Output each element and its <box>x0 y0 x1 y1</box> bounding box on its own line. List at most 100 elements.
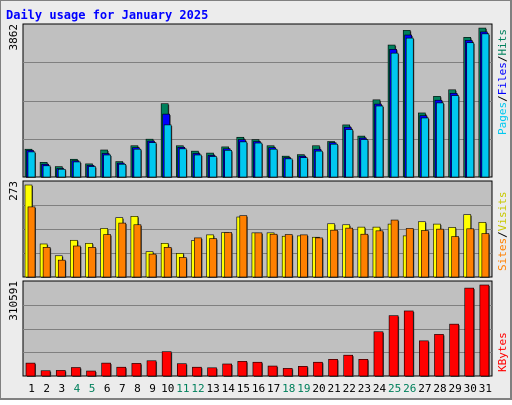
pages-bar <box>421 117 429 178</box>
sites-bar <box>239 215 248 278</box>
kbytes-bar <box>419 340 429 377</box>
kbytes-bar <box>55 370 66 377</box>
x-tick-label: 22 <box>343 382 356 395</box>
pages-bar <box>57 168 66 178</box>
pages-bar <box>194 154 202 178</box>
sites-bar <box>254 232 263 278</box>
kbytes-bar <box>86 370 96 377</box>
sites-bar <box>88 247 96 278</box>
sites-bar <box>315 237 323 278</box>
kbytes-bar <box>282 368 293 377</box>
x-tick-label: 16 <box>252 382 265 395</box>
pages-bar <box>481 33 490 178</box>
kbytes-bar <box>71 367 81 377</box>
legend-separator: / <box>496 231 509 238</box>
pages-bar <box>42 165 51 178</box>
sites-bar <box>390 219 399 278</box>
kbytes-bar <box>146 360 157 377</box>
kbytes-bar <box>40 370 51 377</box>
sites-bar <box>451 236 459 278</box>
kbytes-bar <box>373 331 384 377</box>
pages-bar <box>269 148 278 178</box>
x-tick-label: 9 <box>149 382 156 395</box>
x-tick-label: 18 <box>282 382 295 395</box>
pages-bar <box>284 158 293 178</box>
x-axis-labels: 1 2 3 4 5 6 7 8 9 10 11 12 13 14 15 16 17 18 19 20 21 22 23 24 2… <box>28 382 492 395</box>
x-tick-label: 2 <box>43 382 50 395</box>
sites-bar <box>133 224 142 278</box>
x-tick-label: 26 <box>403 382 416 395</box>
sites-bar <box>27 206 36 278</box>
pages-bar <box>375 105 384 178</box>
kbytes-bar <box>403 310 414 377</box>
kbytes-bar <box>25 362 36 377</box>
kbytes-bar <box>252 361 263 377</box>
kbytes-bar <box>343 354 354 377</box>
sites-bar <box>360 233 369 278</box>
x-tick-label: 1 <box>28 382 35 395</box>
sites-bar <box>57 259 66 278</box>
x-tick-label: 19 <box>297 382 310 395</box>
pages-bar <box>118 163 127 178</box>
kbytes-bar <box>116 366 127 377</box>
x-tick-label: 12 <box>191 382 204 395</box>
pages-bar <box>239 141 248 178</box>
pages-bar <box>345 129 354 178</box>
sites-bar <box>178 257 187 278</box>
kbytes-bar <box>328 358 338 377</box>
x-tick-label: 29 <box>449 382 462 395</box>
sites-bar <box>405 228 414 278</box>
x-tick-label: 13 <box>206 382 219 395</box>
pages-bar <box>73 161 81 178</box>
pages-bar <box>224 150 232 178</box>
legend-separator: / <box>496 56 509 63</box>
pages-bar <box>254 142 263 178</box>
legend-pages: Pages <box>496 102 509 135</box>
kbytes-bar <box>101 362 111 377</box>
legend-visits: Visits <box>496 192 509 232</box>
sites-bar <box>194 237 202 278</box>
x-tick-label: 8 <box>134 382 141 395</box>
kbytes-bar <box>161 351 172 377</box>
x-tick-label: 14 <box>222 382 236 395</box>
sites-bar <box>118 222 127 278</box>
sites-bar <box>466 228 475 278</box>
kbytes-bar <box>207 367 217 377</box>
sites-bar <box>284 234 293 278</box>
pages-bar <box>300 157 308 178</box>
kbytes-bar <box>298 366 308 377</box>
kbytes-bar <box>192 366 202 377</box>
kbytes-bar <box>434 334 444 377</box>
sites-bar <box>345 227 354 278</box>
sites-bar <box>330 229 338 278</box>
x-tick-label: 21 <box>328 382 341 395</box>
x-tick-label: 11 <box>176 382 189 395</box>
pages-bar <box>451 95 459 178</box>
x-tick-label: 27 <box>418 382 431 395</box>
sites-bar <box>421 230 429 278</box>
legend-separator: / <box>496 95 509 102</box>
sites-bar <box>481 233 490 278</box>
x-tick-label: 30 <box>464 382 477 395</box>
pages-bar <box>133 148 142 178</box>
pages-bar <box>466 42 475 178</box>
pages-bar <box>390 52 399 178</box>
sites-bar <box>436 228 444 278</box>
x-tick-label: 17 <box>267 382 280 395</box>
pages-bar <box>315 150 323 178</box>
sites-bar <box>103 234 111 278</box>
kbytes-bar <box>479 284 490 377</box>
pages-bar <box>88 166 96 178</box>
sites-bar <box>42 247 51 278</box>
legend-hits-panel: Pages/Files/Hits <box>496 29 509 135</box>
pages-bar <box>27 151 36 178</box>
x-tick-label: 24 <box>373 382 387 395</box>
pages-bar <box>103 154 111 178</box>
sites-bar <box>224 232 232 278</box>
kbytes-bar <box>449 323 459 377</box>
pages-bar <box>148 142 157 178</box>
x-tick-label: 10 <box>161 382 174 395</box>
kbytes-bar <box>222 363 232 377</box>
